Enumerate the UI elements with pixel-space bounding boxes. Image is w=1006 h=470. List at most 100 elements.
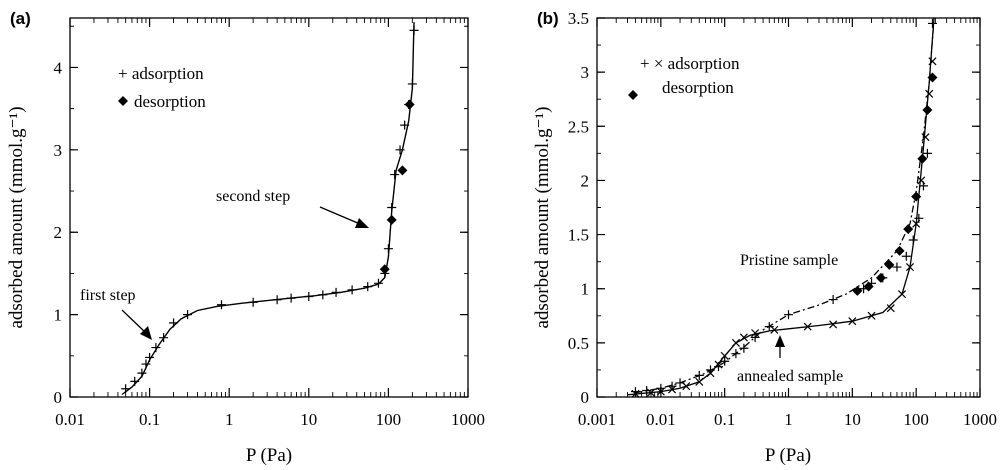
annealed-sample-point xyxy=(829,320,838,329)
annealed-sample-point xyxy=(682,382,691,391)
plot-frame xyxy=(69,17,469,398)
x-tick-label: 100 xyxy=(376,410,402,429)
adsorption-point xyxy=(383,244,393,254)
y-tick-label: 0.5 xyxy=(568,334,589,353)
legend-desorption: desorption xyxy=(134,92,206,111)
adsorption-point xyxy=(248,297,258,307)
arrow-second-step-line xyxy=(319,206,361,225)
desorption-point xyxy=(397,165,408,176)
adsorption-point xyxy=(347,285,357,295)
annealed-sample-point xyxy=(706,369,715,378)
adsorption-point xyxy=(407,79,417,89)
adsorption-point xyxy=(390,170,400,180)
x-tick-label: 0.001 xyxy=(578,410,616,429)
desorption-point xyxy=(386,214,397,225)
annealed-sample-point xyxy=(928,57,937,66)
y-tick-label: 3 xyxy=(581,63,590,82)
adsorption-point xyxy=(395,145,405,155)
y-axis-title: adsorbed amount (mmol.g⁻¹) xyxy=(6,106,27,328)
x-tick-label: 0.01 xyxy=(55,410,85,429)
arrow-first-step-head xyxy=(140,326,152,340)
annealed-sample-point xyxy=(886,304,895,313)
desorption-point xyxy=(863,281,874,292)
adsorption-point xyxy=(145,352,155,362)
x-tick-label: 0.1 xyxy=(139,410,160,429)
annealed-sample-point xyxy=(751,329,760,338)
desorption-point xyxy=(927,72,938,83)
annealed-sample-point xyxy=(917,176,926,185)
x-tick-label: 100 xyxy=(903,410,929,429)
desorption-point xyxy=(404,99,415,110)
pristine-sample-point xyxy=(694,370,704,380)
desorption-point xyxy=(875,272,886,283)
pristine-sample-point xyxy=(901,251,911,261)
pristine-sample-point xyxy=(731,349,741,359)
desorption-point xyxy=(917,153,928,164)
annealed-sample-point xyxy=(925,89,934,98)
annealed-sample-point xyxy=(646,388,655,397)
y-tick-label: 2 xyxy=(54,223,63,242)
y-tick-label: 0 xyxy=(54,388,63,407)
annotation-first-step: first step xyxy=(80,287,136,304)
adsorption-point xyxy=(130,376,140,386)
annealed-sample-point xyxy=(770,325,779,334)
annotation-annealed-sample: annealed sample xyxy=(737,368,843,385)
y-axis-title: adsorbed amount (mmol.g⁻¹) xyxy=(532,106,553,328)
y-tick-label: 1 xyxy=(54,306,63,325)
y-tick-label: 0 xyxy=(581,388,590,407)
y-tick-label: 3.5 xyxy=(568,9,589,28)
adsorption-point xyxy=(159,333,169,343)
annealed-sample-point xyxy=(656,387,665,396)
adsorption-point xyxy=(373,278,383,288)
pristine-sample-curve xyxy=(635,17,935,394)
y-tick-label: 1 xyxy=(581,280,590,299)
pristine-sample-point xyxy=(922,148,932,158)
annealed-sample-point xyxy=(803,322,812,331)
annealed-sample-point xyxy=(720,351,729,360)
adsorption-point xyxy=(318,290,328,300)
pristine-sample-point xyxy=(750,332,760,342)
x-tick-label: 0.01 xyxy=(646,410,676,429)
y-tick-label: 1.5 xyxy=(568,226,589,245)
pristine-sample-point xyxy=(828,295,838,305)
x-axis-title: P (Pa) xyxy=(246,445,292,466)
annotation-pristine-sample: Pristine sample xyxy=(740,252,838,269)
annealed-sample-point xyxy=(714,360,723,369)
y-tick-label: 4 xyxy=(54,58,63,77)
adsorption-point xyxy=(121,384,131,394)
annealed-sample-point xyxy=(921,133,930,142)
annealed-sample-point xyxy=(631,389,640,398)
arrow-first-step-line xyxy=(121,309,147,334)
annealed-sample-point xyxy=(739,333,748,342)
desorption-point xyxy=(922,105,933,116)
desorption-point xyxy=(903,224,914,235)
pristine-sample-point xyxy=(927,18,937,28)
desorption-point xyxy=(852,285,863,296)
annealed-sample-point xyxy=(905,263,915,272)
desorption-point xyxy=(379,264,390,275)
pristine-sample-point xyxy=(642,386,652,396)
adsorption-point xyxy=(409,25,419,35)
adsorption-point xyxy=(216,300,226,310)
plot-frame xyxy=(596,17,981,398)
adsorption-point xyxy=(169,318,179,328)
x-axis-title: P (Pa) xyxy=(765,445,811,466)
annotation-second-step: second step xyxy=(216,188,290,205)
y-tick-label: 2 xyxy=(581,171,590,190)
adsorption-point xyxy=(183,310,193,320)
adsorption-point xyxy=(151,343,161,353)
desorption-point xyxy=(911,191,922,202)
panel-a: 0.01 0.1 1 10 100 1000 0 1 2 3 4 P (Pa) adsorbed amo… xyxy=(6,9,485,466)
annealed-sample-point xyxy=(668,385,677,394)
annealed-sample-point xyxy=(731,338,740,347)
panel-b: 0.001 0.01 0.1 1 10 100 1000 0 0.5 1 1.5 2 2.5 3 3.5 P … xyxy=(532,9,997,466)
y-tick-label: 3 xyxy=(54,141,63,160)
annealed-sample-point xyxy=(695,377,704,386)
x-tick-label: 10 xyxy=(844,410,861,429)
x-tick-label: 1 xyxy=(225,410,234,429)
desorption-point xyxy=(894,245,905,256)
adsorption-point xyxy=(141,359,151,369)
annealed-sample-point xyxy=(897,290,907,299)
desorption-point xyxy=(884,259,895,270)
